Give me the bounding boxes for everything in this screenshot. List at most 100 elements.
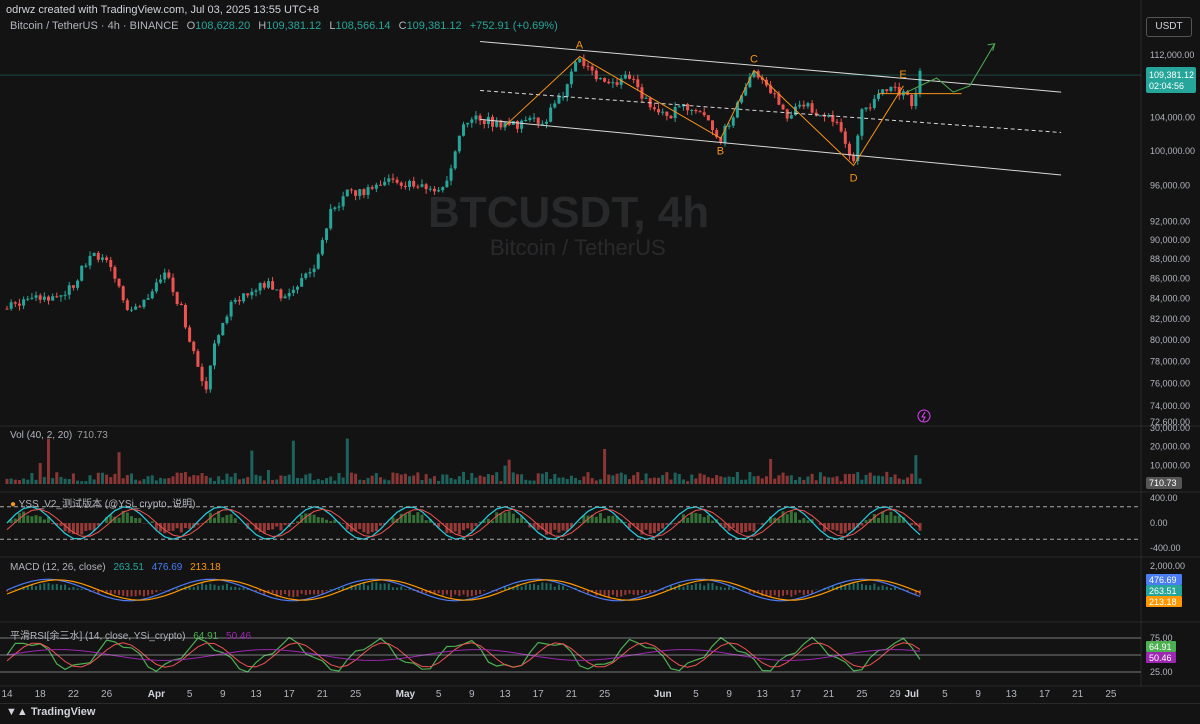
yss-histogram-bar <box>421 515 424 523</box>
macd-histogram-bar <box>500 590 502 591</box>
yss-histogram-bar <box>753 523 756 532</box>
volume-bar <box>474 478 477 484</box>
volume-bar <box>59 477 62 484</box>
yss-histogram-bar <box>549 523 552 533</box>
volume-bar <box>566 479 569 484</box>
macd-histogram-bar <box>35 586 37 590</box>
yss-histogram-bar <box>707 515 710 523</box>
yss-histogram-bar <box>628 523 631 528</box>
candle-body <box>205 381 208 389</box>
volume-bar <box>591 478 594 484</box>
volume-bar <box>528 480 531 484</box>
volume-bar <box>93 479 96 484</box>
yss-histogram-bar <box>504 513 507 523</box>
yss-histogram-bar <box>225 515 228 523</box>
time-tick-label: Jun <box>654 689 672 700</box>
candle-body <box>142 300 145 307</box>
candle-body <box>259 283 262 290</box>
volume-bar <box>26 480 29 484</box>
macd-histogram-bar <box>546 583 548 590</box>
volume-bar <box>255 475 258 484</box>
candle-body <box>275 289 278 290</box>
macd-histogram-bar <box>367 586 369 590</box>
candle-body <box>396 180 399 183</box>
yss-histogram-bar <box>848 523 851 530</box>
macd-histogram-bar <box>305 590 307 595</box>
yss-histogram-bar <box>466 523 469 528</box>
watermark-name: Bitcoin / TetherUS <box>490 235 666 261</box>
candle-body <box>147 298 150 300</box>
currency-button[interactable]: USDT <box>1146 17 1192 37</box>
candle-body <box>39 295 42 299</box>
yss-histogram-bar <box>342 523 345 524</box>
macd-histogram-bar <box>68 588 70 590</box>
volume-bar <box>230 477 233 484</box>
yss-histogram-bar <box>317 517 320 523</box>
macd-histogram-bar <box>31 585 33 590</box>
candle-body <box>130 310 133 311</box>
tradingview-logo[interactable]: ▼▲ TradingView <box>6 706 95 718</box>
candle-body <box>611 82 614 83</box>
yss-histogram-bar <box>358 523 361 529</box>
volume-bar <box>508 460 511 484</box>
volume-bar <box>753 476 756 484</box>
yss-histogram-bar <box>313 515 316 523</box>
volume-bar <box>225 474 228 484</box>
candle-body <box>678 106 681 107</box>
candle-body <box>68 285 71 295</box>
yss-histogram-bar <box>790 511 793 523</box>
macd-histogram-bar <box>786 590 788 595</box>
rsi-tick-label: 25.00 <box>1150 667 1173 677</box>
volume-bar <box>271 480 274 484</box>
time-tick-label: 25 <box>1105 689 1116 700</box>
volume-bar <box>342 477 345 484</box>
volume-bar <box>504 466 507 484</box>
time-tick-label: 26 <box>101 689 112 700</box>
yss-histogram-bar <box>30 516 33 523</box>
yss-histogram-bar <box>806 520 809 523</box>
volume-bar <box>130 473 133 484</box>
yss-histogram-bar <box>836 523 839 531</box>
vol-indicator-value: 710.73 <box>77 430 108 441</box>
macd-value-tag-text: 213.18 <box>1149 597 1177 607</box>
volume-bar <box>68 479 71 484</box>
volume-bar <box>101 473 104 484</box>
volume-bar <box>14 480 17 484</box>
volume-bar <box>620 473 623 484</box>
candle-body <box>209 366 212 390</box>
volume-bar <box>329 477 332 484</box>
volume-bar <box>707 477 710 484</box>
volume-bar <box>304 475 307 484</box>
candle-body <box>852 156 855 161</box>
macd-histogram-bar <box>467 590 469 597</box>
macd-histogram-bar <box>176 589 178 590</box>
candle-body <box>557 97 560 104</box>
volume-bar <box>852 474 855 484</box>
volume-bar <box>898 478 901 484</box>
pattern-label-b: B <box>717 145 724 157</box>
yss-histogram-bar <box>545 523 548 535</box>
candle-body <box>408 181 411 187</box>
candle-body <box>296 287 299 290</box>
candle-body <box>109 260 112 267</box>
macd-histogram-bar <box>471 590 473 596</box>
macd-tick-label: 2,000.00 <box>1150 561 1185 571</box>
macd-histogram-bar <box>799 590 801 593</box>
time-tick-label: 9 <box>975 689 981 700</box>
time-tick-label: 5 <box>436 689 442 700</box>
candle-body <box>350 190 353 191</box>
volume-bar <box>578 480 581 484</box>
macd-histogram-bar <box>770 590 772 597</box>
volume-bar <box>454 479 457 484</box>
yss-histogram-bar <box>711 521 714 523</box>
macd-histogram-bar <box>629 590 631 594</box>
vol-tick-label: 30,000.00 <box>1150 423 1190 433</box>
yss-tick-label: 0.00 <box>1150 518 1168 528</box>
candle-body <box>819 115 822 116</box>
candle-body <box>238 300 241 301</box>
yss-histogram-bar <box>562 523 565 531</box>
volume-bar <box>404 474 407 484</box>
macd-histogram-bar <box>458 590 460 596</box>
candle-body <box>367 187 370 195</box>
yss-indicator-name: YSS_V2_测试版本 (@YSi_crypto, 说明) <box>19 499 196 510</box>
